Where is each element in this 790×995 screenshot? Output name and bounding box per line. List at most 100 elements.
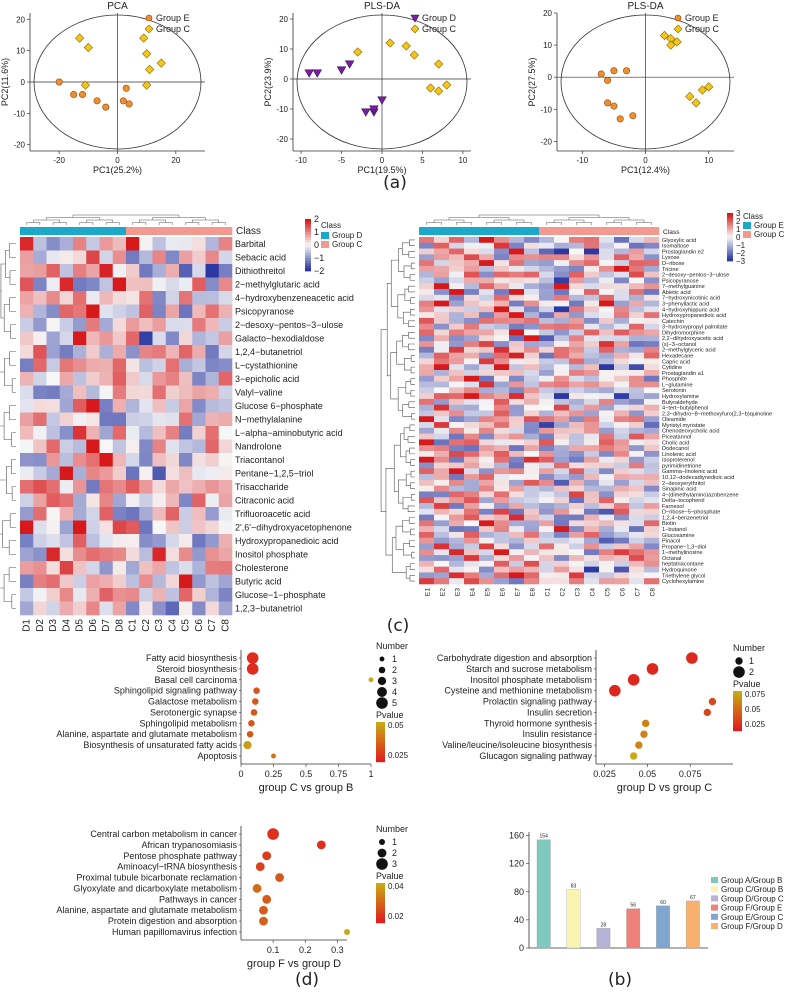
heatmap-cell [554, 537, 570, 544]
heatmap-cell [218, 385, 233, 400]
heatmap-cell [86, 453, 100, 467]
heatmap-cell [46, 399, 61, 413]
heatmap-cell [73, 291, 87, 305]
data-point [361, 108, 371, 117]
heatmap-cell [33, 412, 47, 427]
heatmap-cell [524, 456, 540, 463]
heatmap-cell [479, 375, 495, 382]
heatmap-cell [479, 410, 495, 417]
heatmap-cell [449, 479, 465, 486]
heatmap-cell [614, 404, 630, 411]
heatmap-cell [449, 427, 465, 434]
color-legend-cell [376, 732, 385, 735]
heatmap-cell [629, 427, 645, 434]
heatmap-cell [449, 468, 465, 475]
heatmap-cell [539, 450, 555, 458]
data-point [401, 41, 411, 51]
heatmap-cell [192, 480, 206, 494]
heatmap-cell [584, 416, 600, 423]
heatmap-cell [569, 520, 585, 527]
heatmap-cell [599, 323, 615, 330]
heatmap-cell [218, 318, 233, 332]
heatmap-cell [644, 560, 660, 567]
heatmap-cell [539, 479, 555, 486]
heatmap-cell [479, 520, 495, 527]
heatmap-cell [419, 520, 435, 527]
dendrogram-branch [448, 217, 510, 220]
heatmap-cell [479, 352, 495, 359]
heatmap-cell [539, 381, 555, 388]
heatmap-cell [419, 317, 435, 325]
heatmap-cell [644, 260, 660, 267]
heatmap-cell [33, 304, 47, 319]
heatmap-cell [434, 422, 450, 429]
heatmap-cell [599, 242, 615, 249]
heatmap-cell [20, 480, 34, 494]
heatmap-cell [494, 514, 510, 521]
heatmap-cell [449, 335, 465, 342]
heatmap-cell [99, 277, 114, 292]
y-tick-label: 0 [548, 73, 553, 82]
heatmap-cell [554, 335, 570, 342]
heatmap-cell [218, 291, 233, 305]
heatmap-cell [569, 248, 585, 255]
heatmap-cell [614, 450, 630, 458]
dendrogram-branch [408, 343, 415, 351]
scale-cell [727, 258, 733, 262]
heatmap-cell [569, 277, 585, 284]
heatmap-cell [539, 237, 555, 244]
column-label: D5 [75, 619, 86, 632]
scale-cell [727, 244, 733, 247]
heatmap-cell [599, 479, 615, 486]
heatmap-cell [434, 277, 450, 284]
heatmap-cell [86, 318, 100, 332]
heatmap-cell [569, 427, 585, 434]
dendrogram-branch [158, 222, 173, 225]
heatmap-cell [644, 474, 660, 481]
pathway-label: Human papillomavirus infection [112, 927, 237, 937]
heatmap-cell [33, 331, 47, 346]
legend-label: Group E [156, 13, 190, 23]
heatmap-cell [464, 312, 480, 319]
heatmap-cell [464, 352, 480, 359]
heatmap-cell [165, 426, 180, 440]
heatmap-cell [434, 468, 450, 475]
heatmap-cell [524, 555, 540, 562]
heatmap-cell [584, 277, 600, 284]
heatmap-cell [599, 346, 615, 353]
heatmap-cell [464, 283, 480, 290]
heatmap-cell [539, 364, 555, 371]
heatmap-cell [449, 566, 465, 573]
row-label: 4−(dimethylamino)azobenzene [662, 492, 739, 498]
dendrogram-branch [11, 486, 16, 501]
heatmap-cell [524, 566, 540, 573]
heatmap-cell [509, 323, 525, 330]
color-legend-cell [733, 693, 742, 697]
heatmap-cell [419, 329, 435, 336]
heatmap-cell [99, 412, 114, 427]
heatmap-cell [539, 549, 555, 556]
heatmap-cell [584, 462, 600, 469]
heatmap-cell [509, 537, 525, 544]
heatmap-cell [73, 304, 87, 319]
heatmap-cell [539, 370, 555, 377]
heatmap-cell [644, 306, 660, 313]
column-label: D8 [114, 619, 125, 632]
heatmap-cell [524, 531, 540, 539]
heatmap-cell [629, 387, 645, 394]
heatmap-cell [449, 277, 465, 284]
row-label: Butyraldehyde [662, 400, 698, 406]
scale-tick-label: 1 [314, 227, 319, 237]
heatmap-cell [205, 547, 220, 562]
heatmap-cell [554, 346, 570, 353]
heatmap-cell [449, 364, 465, 371]
heatmap-cell [539, 543, 555, 550]
dendrogram-branch [410, 378, 415, 385]
heatmap-cell [434, 306, 450, 313]
heatmap-cell [449, 271, 465, 278]
heatmap-cell [524, 543, 540, 550]
heatmap-cell [33, 426, 47, 440]
heatmap-cell [434, 393, 450, 400]
heatmap-cell [434, 514, 450, 521]
heatmap-cell [218, 601, 233, 616]
